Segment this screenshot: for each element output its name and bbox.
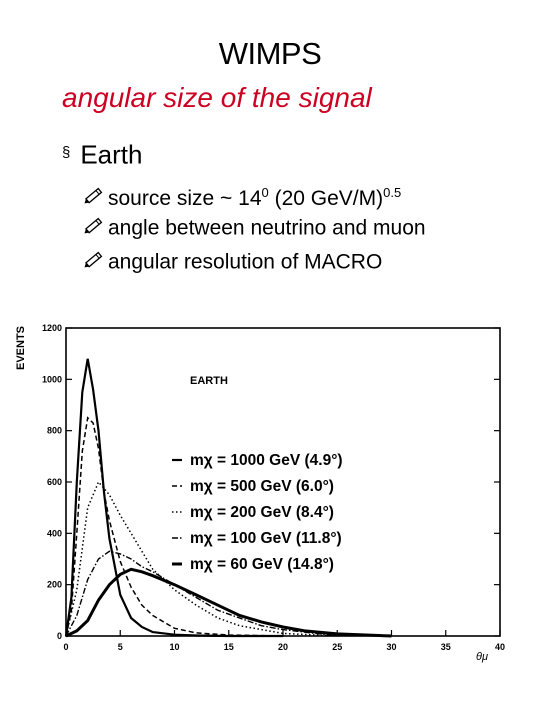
y-tick-label: 600 (47, 477, 62, 487)
sub-item-text: source size ~ 14 (108, 187, 262, 210)
x-tick-label: 10 (169, 642, 179, 652)
pencil-icon (82, 249, 108, 277)
series-line (65, 416, 284, 637)
y-tick-label: 1200 (42, 323, 62, 333)
x-tick-label: 35 (441, 642, 451, 652)
sub-item-text: angle between neutrino and muon (108, 216, 426, 240)
pencil-icon (82, 185, 108, 213)
legend-label: mχ = 100 GeV (11.8°) (190, 530, 342, 547)
pencil-icon (82, 215, 108, 243)
x-axis-label: θμ (476, 651, 488, 663)
x-tick-label: 40 (495, 642, 505, 652)
y-tick-label: 200 (47, 580, 62, 590)
bullet-label: Earth (80, 139, 143, 170)
y-tick-label: 400 (47, 528, 62, 538)
y-tick-label: 800 (47, 426, 62, 436)
superscript: 0.5 (383, 185, 402, 200)
series-line (65, 480, 338, 637)
legend-label: mχ = 1000 GeV (4.9°) (190, 452, 343, 469)
x-tick-label: 0 (63, 642, 68, 652)
legend-label: mχ = 500 GeV (6.0°) (190, 478, 334, 495)
sub-item-source-size: source size ~ 140 (20 GeV/M)0.5 (82, 181, 401, 213)
series-line (65, 567, 392, 638)
slide-subtitle: angular size of the signal (62, 82, 372, 113)
y-tick-label: 0 (57, 631, 62, 641)
y-tick-label: 1000 (42, 374, 62, 384)
legend-label: mχ = 200 GeV (8.4°) (190, 504, 334, 521)
superscript: 0 (261, 185, 269, 200)
x-tick-label: 5 (118, 642, 123, 652)
series-line (64, 358, 283, 638)
x-tick-label: 20 (278, 642, 288, 652)
sub-item-angle: angle between neutrino and muon (82, 215, 426, 243)
sub-item-resolution: angular resolution of MACRO (82, 249, 382, 277)
chart-svg: 0 200 400 600 800 1000 1200 0 5 10 15 20 25 30 35 40 EVE… (15, 323, 505, 663)
series-line (65, 550, 338, 637)
sub-item-text: (20 GeV/M) (268, 187, 384, 210)
x-tick-label: 30 (386, 642, 396, 652)
events-chart: 0 200 400 600 800 1000 1200 0 5 10 15 20 25 30 35 40 EVE… (10, 318, 520, 670)
legend-label: mχ = 60 GeV (14.8°) (190, 556, 334, 573)
x-tick-label: 15 (224, 642, 234, 652)
chart-title: EARTH (190, 375, 228, 387)
x-tick-label: 25 (332, 642, 342, 652)
slide-title: WIMPS (218, 36, 322, 71)
bullet-earth: § Earth (62, 138, 143, 171)
y-axis-label: EVENTS (15, 326, 27, 370)
sub-item-text: angular resolution of MACRO (108, 250, 383, 274)
bullet-marker-icon: § (62, 143, 71, 161)
